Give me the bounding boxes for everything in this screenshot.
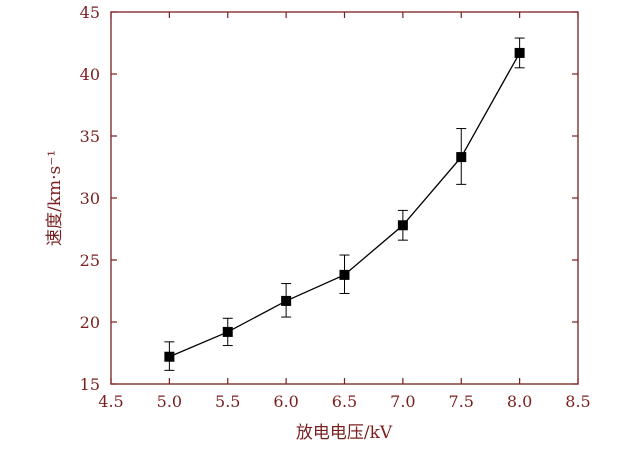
plot-frame [110,11,579,385]
y-tick-label: 20 [80,313,100,332]
data-point [222,326,233,337]
y-tick-label: 40 [80,65,100,84]
data-point [456,152,467,163]
tick-labels: 4.5 5.0 5.5 6.0 6.5 7.0 7.5 8.0 8.5 15 20 25 30 35 40 4… [80,3,591,411]
y-tick-label: 35 [80,127,100,146]
y-tick-label: 15 [80,375,100,394]
x-tick-label: 6.5 [332,392,357,411]
data-point [397,220,408,231]
y-axis-label: 速度/km·s⁻¹ [45,150,65,246]
y-tick-label: 30 [80,189,100,208]
x-tick-label: 5.0 [157,392,182,411]
x-tick-label: 5.5 [215,392,240,411]
x-tick-label: 8.0 [507,392,532,411]
y-tick-label: 25 [80,251,100,270]
x-tick-label: 7.0 [390,392,415,411]
x-axis-label: 放电电压/kV [296,423,393,443]
data-point [164,351,175,362]
x-tick-label: 8.5 [565,392,590,411]
data-series [164,37,525,371]
y-tick-label: 45 [80,3,100,22]
x-tick-label: 4.5 [98,392,123,411]
x-tick-label: 7.5 [449,392,474,411]
series-line [169,52,521,358]
data-point [281,295,292,306]
tick-marks [110,11,579,385]
data-point [339,269,350,280]
data-point [514,47,525,58]
axes [110,11,579,385]
x-tick-label: 6.0 [273,392,298,411]
